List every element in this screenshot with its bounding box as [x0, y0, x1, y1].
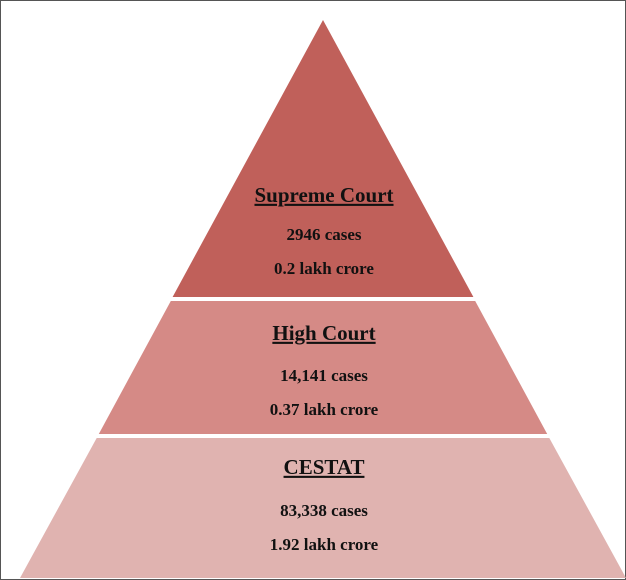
tier-amount: 0.37 lakh crore — [270, 400, 379, 419]
tier-name: High Court — [272, 321, 375, 345]
tier-top — [172, 20, 474, 297]
tier-name: CESTAT — [284, 455, 365, 479]
tier-amount: 0.2 lakh crore — [274, 259, 374, 278]
tier-cases: 14,141 cases — [280, 366, 368, 385]
tier-amount: 1.92 lakh crore — [270, 535, 379, 554]
tier-middle — [98, 301, 548, 434]
tier-bottom — [20, 438, 626, 578]
tier-name: Supreme Court — [254, 183, 393, 207]
tier-cases: 83,338 cases — [280, 501, 368, 520]
tier-cases: 2946 cases — [286, 225, 361, 244]
